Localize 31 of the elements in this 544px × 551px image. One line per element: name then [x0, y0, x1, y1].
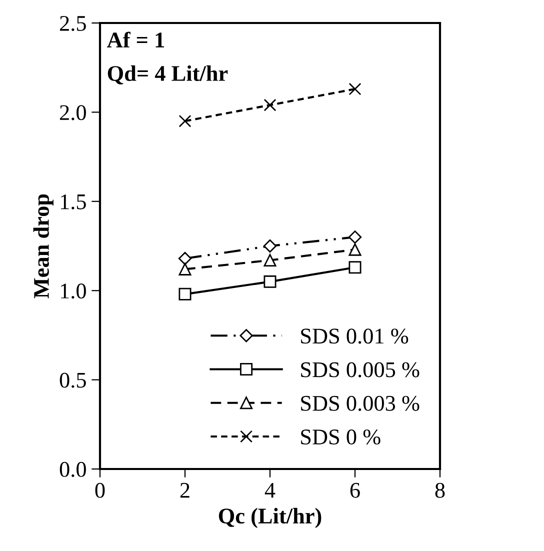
y-tick-label: 2.5: [60, 16, 86, 32]
point: [264, 98, 276, 112]
legend-label: SDS 0 %: [301, 429, 380, 445]
y-axis-title: Mean drop: [33, 194, 54, 298]
legend-label: SDS 0.005 %: [301, 362, 420, 378]
x-tick-label: 6: [350, 482, 360, 498]
legend-label: SDS 0.003 %: [301, 396, 420, 411]
point: [178, 262, 192, 276]
y-tick-label: 2.0: [60, 105, 86, 120]
y-tick-label: 1.5: [60, 194, 86, 210]
x-tick-label: 8: [435, 482, 445, 498]
point: [264, 254, 276, 267]
annotation: Af = 1: [107, 32, 164, 48]
point: [348, 230, 362, 244]
x-axis-title: Qc (Lit/hr): [218, 508, 322, 528]
point: [178, 288, 192, 300]
point: [263, 239, 277, 253]
point: [348, 243, 362, 256]
point: [264, 275, 276, 288]
legend-label: SDS 0.01 %: [301, 328, 408, 344]
point: [348, 82, 362, 96]
y-tick-label: 0.0: [60, 462, 86, 478]
point: [178, 252, 192, 266]
y-tick-label: 1.0: [60, 284, 86, 299]
point: [178, 114, 192, 128]
annotation: Qd= 4 Lit/hr: [108, 65, 228, 84]
x-tick-label: 0: [95, 482, 105, 498]
x-tick-label: 4: [264, 482, 276, 498]
x-tick-label: 2: [180, 482, 190, 498]
point: [348, 261, 362, 274]
y-tick-label: 0.5: [60, 372, 86, 388]
